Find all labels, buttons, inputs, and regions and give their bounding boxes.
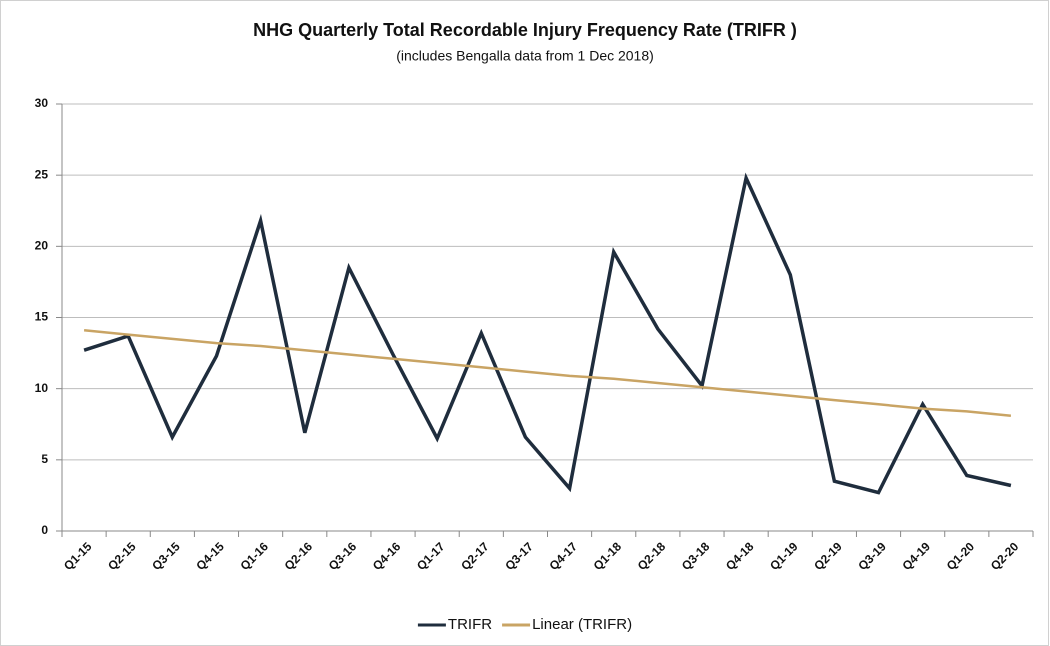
chart-subtitle: (includes Bengalla data from 1 Dec 2018) <box>396 48 654 64</box>
y-tick-label: 0 <box>41 523 48 537</box>
legend-label: TRIFR <box>448 616 492 633</box>
y-tick-label: 15 <box>35 310 49 324</box>
legend: TRIFR Linear (TRIFR) <box>417 616 632 633</box>
y-tick-label: 10 <box>35 381 49 395</box>
y-tick-label: 5 <box>41 452 48 466</box>
chart-title: NHG Quarterly Total Recordable Injury Fr… <box>253 20 797 40</box>
y-tick-label: 20 <box>35 239 49 253</box>
legend-label: Linear (TRIFR) <box>532 616 632 633</box>
series-line <box>83 329 1012 417</box>
series-line <box>83 172 1012 495</box>
y-tick-label: 30 <box>35 96 49 110</box>
y-tick-label: 25 <box>35 167 49 181</box>
